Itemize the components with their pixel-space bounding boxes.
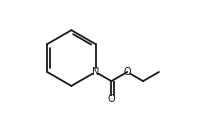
Text: O: O — [108, 95, 115, 104]
Text: N: N — [92, 67, 99, 77]
Text: O: O — [123, 67, 131, 77]
